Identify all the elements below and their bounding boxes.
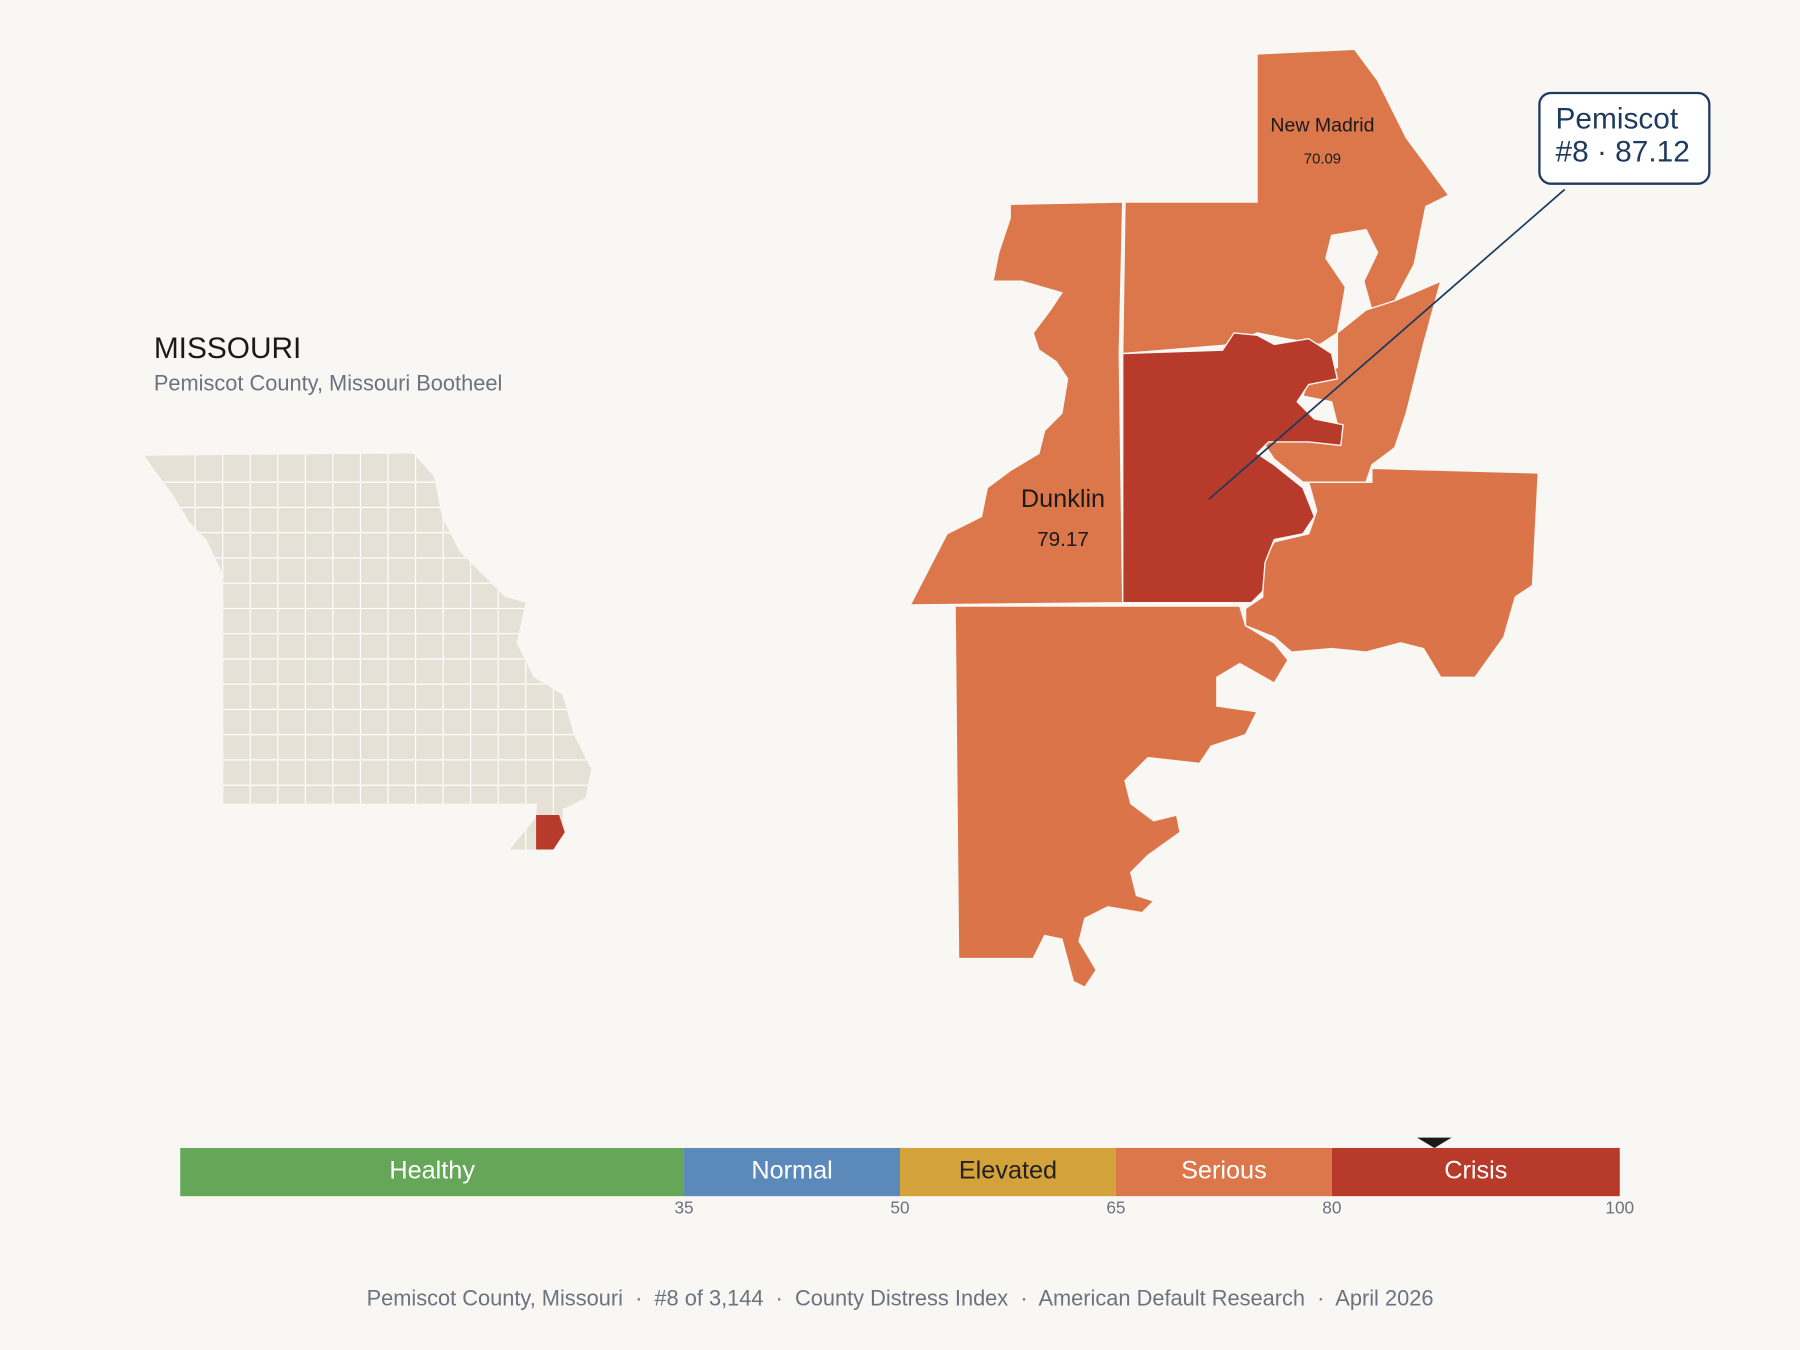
state-shape [144, 453, 592, 850]
scale-band [1115, 1147, 1332, 1197]
county-shape [909, 201, 1124, 606]
callout-leader [1208, 188, 1566, 501]
tick-label: 100 [1605, 1197, 1634, 1217]
band-label: Healthy [389, 1157, 475, 1185]
county-shape [1122, 48, 1450, 355]
inset-highlight [536, 815, 565, 850]
scale-band [900, 1147, 1116, 1197]
state-title: MISSOURI [154, 332, 302, 365]
tick-label: 80 [1322, 1197, 1341, 1217]
county-value: 70.09 [1304, 151, 1341, 168]
distress-scale: Healthy Normal Elevated Serious Crisis 35 50 65… [180, 1137, 1634, 1217]
county-shape [1261, 280, 1442, 483]
selected-county[interactable] [1122, 332, 1344, 604]
county-label: New Madrid [1270, 114, 1374, 136]
scale-band [1331, 1147, 1620, 1197]
score-marker [1417, 1137, 1452, 1148]
callout-label: #8 · 87.12 [1555, 136, 1689, 169]
footer: Pemiscot County, Missouri · #8 of 3,144 … [367, 1285, 1434, 1310]
scale-band [684, 1147, 900, 1197]
band-label: Normal [751, 1157, 832, 1185]
band-label: Serious [1181, 1157, 1267, 1185]
subtitle: Pemiscot County, Missouri Bootheel [154, 370, 502, 395]
county-value: 79.17 [1037, 528, 1089, 551]
county-label: Dunklin [1021, 485, 1105, 513]
band-label: Crisis [1444, 1157, 1507, 1185]
detail-map: New Madrid 70.09 Dunklin 79.17 Pemiscot … [909, 48, 1711, 989]
scale-band [180, 1147, 685, 1197]
callout-name: Pemiscot [1555, 102, 1678, 135]
tick-label: 35 [674, 1197, 693, 1217]
neighbor-county [954, 605, 1289, 989]
tick-label: 65 [1106, 1197, 1125, 1217]
callout-box [1538, 91, 1711, 185]
tick-label: 50 [890, 1197, 909, 1217]
band-label: Elevated [959, 1157, 1057, 1185]
